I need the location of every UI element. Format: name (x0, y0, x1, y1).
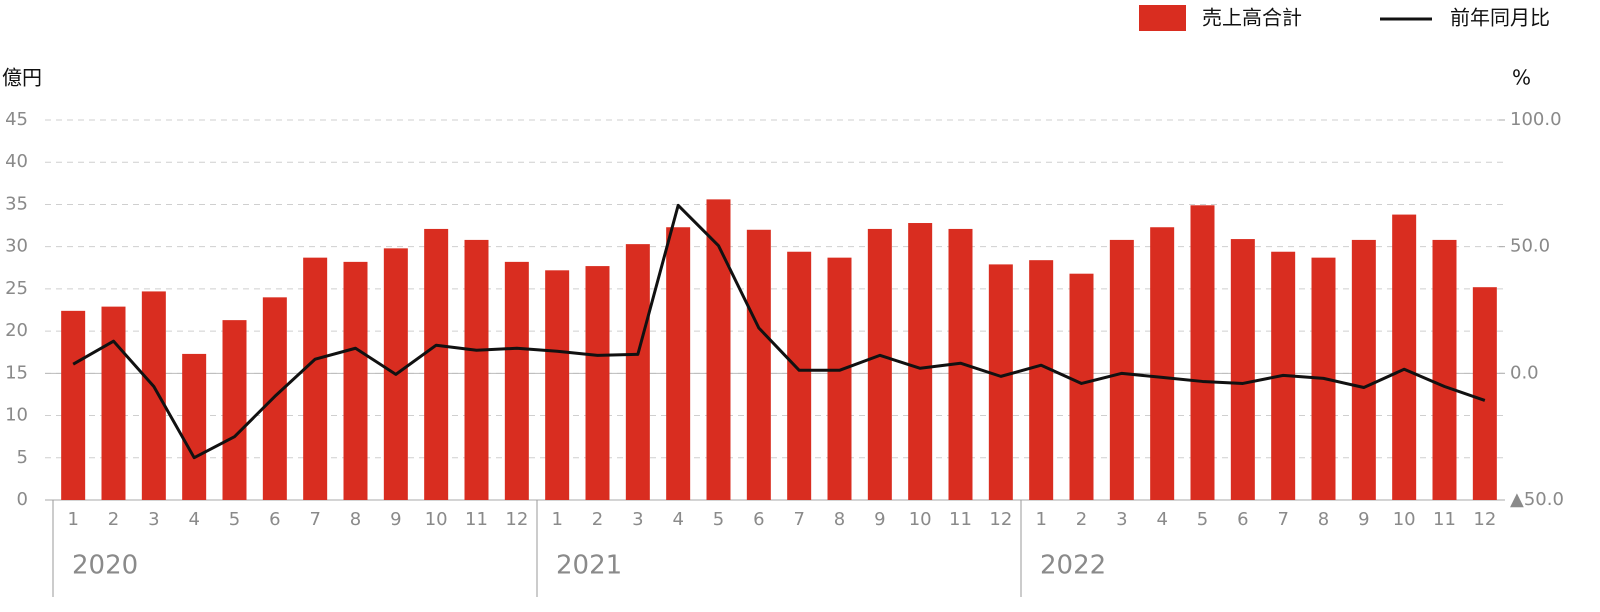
x-tick-label: 7 (793, 509, 804, 530)
x-tick-label: 12 (989, 509, 1012, 530)
bar (988, 264, 1013, 500)
bar (61, 310, 86, 500)
bar (1029, 260, 1054, 500)
x-tick-label: 9 (1358, 509, 1369, 530)
x-tick-label: 5 (229, 509, 240, 530)
x-tick-label: 7 (1277, 509, 1288, 530)
x-tick-label: 6 (269, 509, 280, 530)
bar (585, 266, 610, 500)
x-tick-label: 12 (505, 509, 528, 530)
bar (908, 223, 933, 500)
year-label: 2022 (1040, 551, 1106, 581)
y-tick-label: 5 (17, 447, 28, 468)
bar (706, 199, 731, 500)
x-tick-label: 10 (425, 509, 448, 530)
x-tick-label: 8 (350, 509, 361, 530)
x-tick-label: 9 (874, 509, 885, 530)
bar (303, 257, 328, 500)
legend-swatch (1139, 5, 1186, 31)
y-tick-label: 25 (5, 278, 28, 299)
x-tick-label: 9 (390, 509, 401, 530)
bar (101, 306, 126, 500)
y2-tick-label: 100.0 (1510, 109, 1562, 130)
x-tick-label: 4 (1156, 509, 1167, 530)
x-tick-label: 5 (713, 509, 724, 530)
x-tick-label: 5 (1197, 509, 1208, 530)
bar (827, 257, 852, 500)
x-tick-label: 2 (108, 509, 119, 530)
bar (1472, 287, 1497, 500)
x-tick-label: 2 (1076, 509, 1087, 530)
x-tick-label: 8 (834, 509, 845, 530)
bar (1069, 273, 1094, 500)
x-tick-label: 3 (632, 509, 643, 530)
y-tick-label: 15 (5, 362, 28, 383)
x-tick-label: 4 (188, 509, 199, 530)
bar (1230, 239, 1255, 501)
bar (141, 291, 166, 500)
x-tick-label: 11 (949, 509, 972, 530)
bar (1351, 239, 1376, 500)
bar (867, 228, 892, 500)
x-tick-label: 4 (672, 509, 683, 530)
bar (1109, 239, 1134, 500)
y-tick-label: 0 (17, 489, 28, 510)
bar (1392, 214, 1417, 501)
x-tick-label: 10 (909, 509, 932, 530)
y2-tick-label: ▲50.0 (1510, 489, 1564, 510)
y2-tick-label: 0.0 (1510, 362, 1539, 383)
bar (262, 297, 287, 500)
legend-label: 前年同月比 (1450, 6, 1550, 30)
y2-tick-label: 50.0 (1510, 236, 1550, 257)
line (72, 203, 1486, 460)
x-tick-label: 6 (1237, 509, 1248, 530)
y-tick-label: 10 (5, 405, 28, 426)
x-tick-label: 1 (1035, 509, 1046, 530)
x-tick-label: 11 (1433, 509, 1456, 530)
y-tick-label: 45 (5, 109, 28, 130)
bar (1150, 227, 1175, 500)
bar (787, 251, 812, 500)
y-axis-label: 億円 (2, 66, 42, 90)
x-tick-label: 8 (1318, 509, 1329, 530)
bar (625, 244, 650, 500)
y-tick-label: 35 (5, 193, 28, 214)
x-tick-label: 12 (1473, 509, 1496, 530)
x-tick-label: 3 (1116, 509, 1127, 530)
y-tick-label: 30 (5, 236, 28, 257)
x-tick-label: 7 (309, 509, 320, 530)
bar (1432, 239, 1457, 500)
x-tick-label: 6 (753, 509, 764, 530)
x-tick-label: 10 (1393, 509, 1416, 530)
bar (222, 320, 247, 500)
bar (424, 228, 449, 500)
x-tick-label: 2 (592, 509, 603, 530)
y-tick-label: 40 (5, 151, 28, 172)
legend-label: 売上高合計 (1202, 6, 1302, 30)
y2-axis-label: % (1512, 66, 1531, 90)
x-tick-label: 1 (67, 509, 78, 530)
bar (504, 261, 529, 500)
x-tick-label: 3 (148, 509, 159, 530)
bar (464, 239, 489, 500)
bar (1190, 205, 1215, 501)
bar (666, 227, 691, 500)
year-label: 2021 (556, 551, 622, 581)
year-label: 2020 (72, 551, 138, 581)
bar (545, 270, 570, 500)
bar (182, 353, 207, 500)
x-tick-label: 1 (551, 509, 562, 530)
x-tick-label: 11 (465, 509, 488, 530)
bar (343, 261, 368, 500)
bar (746, 229, 771, 500)
y-tick-label: 20 (5, 320, 28, 341)
